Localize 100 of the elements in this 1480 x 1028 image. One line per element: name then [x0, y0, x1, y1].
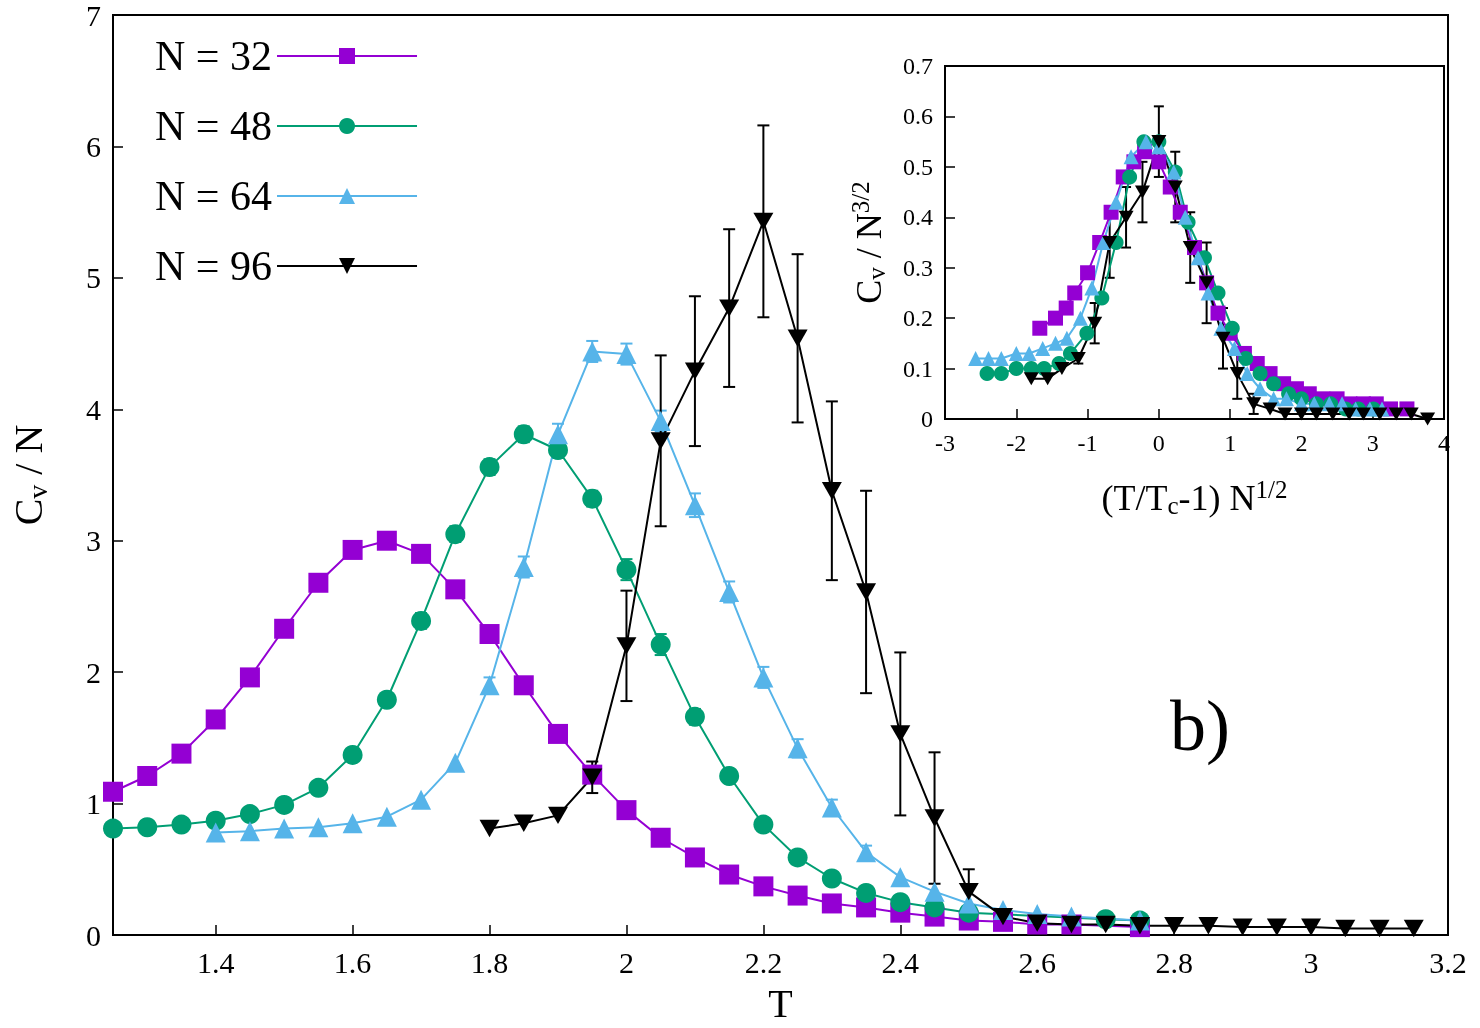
- point: [376, 530, 397, 551]
- x-tick-label: 2.4: [881, 945, 920, 979]
- x-tick-label: -1: [1077, 430, 1098, 456]
- point: [1084, 280, 1100, 296]
- point: [1102, 235, 1118, 250]
- point: [1108, 194, 1124, 210]
- x-axis-title: T: [768, 980, 793, 1026]
- point: [548, 806, 568, 825]
- point: [650, 827, 671, 848]
- legend-label: N = 64: [154, 173, 273, 219]
- point: [1123, 149, 1139, 165]
- y-tick-label: 4: [86, 392, 101, 426]
- point: [890, 867, 911, 888]
- point: [171, 743, 192, 764]
- point: [1293, 407, 1309, 421]
- y-axis-title: Cv / N: [5, 424, 53, 526]
- point: [1080, 265, 1096, 281]
- point: [1266, 376, 1282, 392]
- y-tick-label: 2: [86, 655, 101, 689]
- point: [1308, 407, 1324, 421]
- point: [1079, 325, 1095, 341]
- point: [1252, 366, 1268, 382]
- x-tick-label: 1.4: [196, 945, 235, 979]
- x-tick-label: 0: [1152, 430, 1165, 456]
- y-tick-label: 1: [86, 787, 101, 821]
- x-tick-label: 3: [1303, 945, 1319, 979]
- point: [1151, 154, 1167, 170]
- point: [979, 366, 995, 382]
- point: [821, 797, 842, 818]
- point: [993, 350, 1009, 366]
- point: [787, 847, 808, 868]
- point: [342, 813, 363, 834]
- point: [1325, 407, 1341, 421]
- point: [205, 822, 226, 843]
- point: [753, 814, 774, 835]
- point: [1226, 340, 1242, 356]
- point: [684, 362, 705, 380]
- point: [1177, 209, 1193, 225]
- point: [411, 543, 432, 564]
- y-axis-title: Cv / N3/2: [847, 181, 890, 304]
- point: [1067, 285, 1083, 301]
- point: [924, 881, 945, 902]
- point: [1023, 372, 1039, 386]
- point: [1032, 320, 1048, 336]
- point: [1369, 919, 1390, 938]
- point: [1087, 316, 1103, 330]
- point: [274, 618, 295, 639]
- point: [103, 781, 123, 802]
- point: [1224, 320, 1240, 336]
- point: [1047, 335, 1063, 351]
- y-tick-label: 0.7: [903, 53, 933, 79]
- legend-label: N = 48: [154, 103, 273, 149]
- point: [1021, 345, 1037, 361]
- x-tick-label: 1: [1224, 430, 1237, 456]
- point: [376, 689, 397, 710]
- point: [103, 818, 123, 839]
- point: [616, 637, 637, 655]
- point: [1058, 300, 1074, 316]
- point: [1210, 305, 1226, 321]
- point: [274, 794, 295, 815]
- point: [719, 299, 740, 317]
- point: [479, 819, 500, 838]
- point: [1238, 350, 1254, 366]
- point: [1167, 180, 1183, 194]
- point: [1278, 391, 1294, 407]
- x-tick-label: 2: [618, 945, 634, 979]
- point: [1008, 345, 1024, 361]
- y-tick-label: 3: [86, 524, 101, 558]
- point: [1059, 330, 1075, 346]
- x-tick-label: 1.6: [333, 945, 372, 979]
- point: [342, 744, 363, 765]
- y-tick-label: 6: [86, 129, 101, 163]
- point: [650, 432, 671, 450]
- y-tick-label: 7: [86, 0, 101, 32]
- point: [1403, 919, 1424, 938]
- y-tick-label: 0.3: [903, 254, 933, 281]
- point: [1388, 407, 1404, 421]
- point: [308, 817, 329, 838]
- point: [890, 725, 911, 743]
- y-tick-label: 0: [921, 406, 933, 432]
- point: [958, 882, 979, 901]
- point: [1118, 210, 1134, 224]
- point: [1054, 362, 1070, 376]
- point: [342, 539, 363, 560]
- point: [616, 800, 637, 821]
- point: [411, 789, 432, 810]
- point: [239, 821, 260, 842]
- point: [1198, 917, 1219, 935]
- point: [1266, 918, 1287, 936]
- point: [684, 847, 705, 868]
- point: [980, 350, 996, 366]
- point: [479, 675, 500, 696]
- point: [1072, 310, 1088, 326]
- y-tick-label: 0: [86, 918, 101, 952]
- point: [856, 583, 877, 601]
- point: [1122, 169, 1138, 185]
- x-tick-label: 2.6: [1018, 945, 1056, 979]
- point: [821, 482, 842, 500]
- point: [719, 864, 740, 885]
- point: [1262, 402, 1278, 416]
